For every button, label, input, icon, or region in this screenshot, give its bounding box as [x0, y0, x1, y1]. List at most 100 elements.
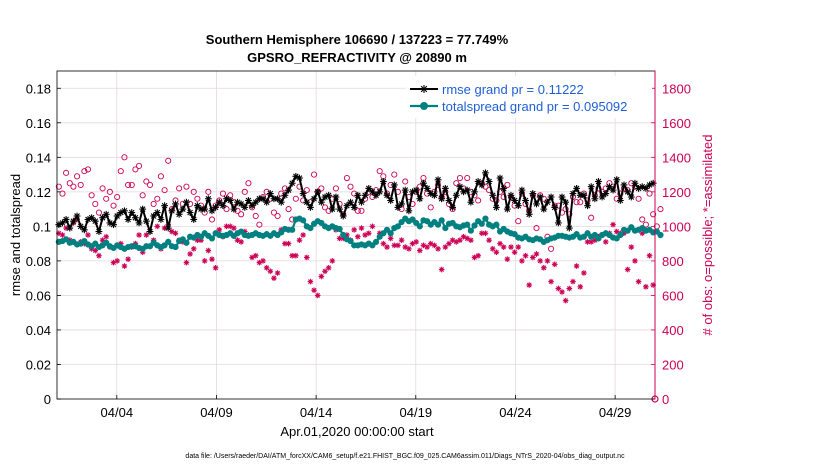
rmse-point: [522, 197, 529, 204]
rmse-point: [245, 197, 252, 204]
assimilated-obs-point: [263, 265, 270, 271]
assimilated-obs-point: [526, 282, 533, 288]
assimilated-obs-point: [530, 254, 536, 261]
assimilated-obs-point: [289, 252, 295, 259]
rmse-point: [390, 181, 398, 189]
assimilated-obs-point: [209, 256, 215, 262]
rmse-point: [420, 179, 427, 187]
possible-obs-point: [646, 190, 653, 197]
possible-obs-point: [318, 185, 325, 192]
rmse-point: [591, 195, 599, 203]
assimilated-obs-point: [646, 252, 653, 259]
assimilated-obs-point: [187, 251, 193, 257]
left-tick-label: 0.08: [26, 254, 51, 269]
possible-obs-point: [132, 166, 139, 173]
possible-obs-point: [500, 193, 507, 201]
rmse-point: [307, 203, 314, 211]
assimilated-obs-point: [570, 278, 576, 285]
possible-obs-point: [453, 180, 460, 187]
rmse-point: [507, 191, 515, 199]
rmse-point: [500, 184, 508, 192]
rmse-point: [212, 203, 220, 211]
assimilated-obs-point: [238, 239, 244, 245]
possible-obs-point: [241, 188, 248, 195]
totalspread-point: [318, 219, 325, 227]
possible-obs-point: [456, 174, 463, 182]
assimilated-obs-point: [446, 240, 452, 247]
legend-item-rmse: [410, 85, 438, 93]
rmse-point: [649, 179, 657, 187]
possible-obs-point: [321, 204, 329, 211]
totalspread-point: [81, 237, 88, 245]
rmse-point: [544, 198, 551, 206]
assimilated-obs-point: [260, 258, 266, 264]
assimilated-obs-point: [252, 252, 259, 259]
possible-obs-point: [70, 183, 77, 190]
rmse-point: [489, 191, 497, 199]
possible-obs-point: [464, 174, 471, 182]
assimilated-obs-point: [438, 266, 445, 273]
totalspread-series: [55, 215, 664, 252]
possible-obs-point: [84, 166, 92, 173]
assimilated-obs-point: [92, 247, 99, 254]
rmse-point: [631, 179, 639, 187]
assimilated-obs-point: [351, 227, 357, 233]
footer-data-file: data file: /Users/raeder/DAI/ATM_forcXX/…: [185, 453, 625, 460]
rmse-point: [452, 191, 460, 199]
rmse-point: [190, 216, 198, 223]
assimilated-obs-point: [362, 232, 368, 238]
assimilated-obs-point: [632, 258, 638, 264]
possible-obs-point: [358, 207, 365, 214]
rmse-point: [66, 224, 74, 232]
left-tick-label: 0.06: [26, 288, 51, 303]
rmse-point: [350, 203, 358, 211]
assimilated-obs-point: [329, 258, 336, 264]
rmse-point: [492, 203, 500, 211]
possible-obs-point: [256, 221, 263, 228]
possible-obs-point: [642, 221, 649, 228]
rmse-point: [139, 205, 147, 213]
possible-obs-point: [650, 211, 657, 218]
assimilated-obs-point: [417, 247, 423, 254]
rmse-point: [172, 200, 179, 208]
assimilated-obs-point: [486, 237, 492, 243]
rmse-point: [602, 190, 610, 197]
rmse-point: [142, 217, 150, 225]
possible-obs-point: [157, 173, 164, 180]
totalspread-point: [146, 243, 154, 250]
rmse-point: [449, 203, 457, 211]
possible-obs-point: [143, 178, 150, 185]
assimilated-obs-point: [555, 285, 562, 292]
rmse-point: [471, 188, 478, 196]
rmse-point: [383, 191, 391, 199]
assimilated-obs-point: [358, 225, 365, 231]
assimilated-obs-point: [336, 235, 343, 242]
totalspread-point: [464, 221, 471, 228]
possible-obs-point: [635, 195, 642, 202]
rmse-point: [584, 202, 591, 210]
rmse-point: [339, 212, 347, 220]
possible-obs-point: [77, 181, 84, 188]
totalspread-point: [383, 226, 391, 233]
assimilated-obs-point: [271, 275, 277, 281]
totalspread-point: [179, 236, 186, 243]
rmse-point: [73, 212, 81, 220]
assimilated-obs-point: [325, 265, 332, 271]
rmse-point: [183, 198, 190, 206]
totalspread-point: [471, 222, 478, 229]
rmse-point: [241, 203, 249, 211]
rmse-point: [562, 198, 570, 206]
rmse-point: [62, 216, 70, 223]
rmse-point: [95, 228, 103, 235]
totalspread-point: [584, 230, 591, 237]
totalspread-point: [161, 242, 168, 249]
x-axis-label: Apr.01,2020 00:00:00 start: [280, 424, 434, 439]
rmse-point: [314, 188, 322, 196]
assimilated-obs-point: [519, 258, 525, 264]
left-tick-label: 0.02: [26, 357, 51, 372]
assimilated-obs-point: [511, 249, 518, 256]
assimilated-obs-point: [559, 289, 565, 295]
assimilated-obs-point: [307, 278, 314, 285]
totalspread-point: [511, 231, 518, 238]
assimilated-obs-point: [380, 240, 387, 247]
